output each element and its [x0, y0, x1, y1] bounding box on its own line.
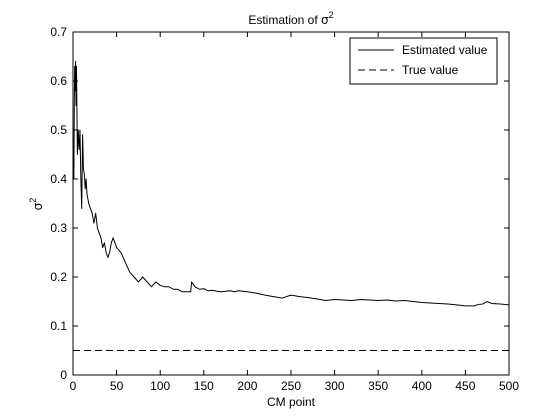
x-tick-label: 100 — [150, 379, 170, 393]
plot-frame — [72, 31, 510, 376]
y-tick-label: 0 — [60, 368, 67, 382]
plot-area — [73, 32, 509, 375]
y-tick-label: 0.2 — [50, 270, 67, 284]
ticks-layer: 0 50 100 150 200 250 300 350 400 450 500 0 0.1 0.2 0.3… — [50, 25, 519, 393]
x-tick-label: 200 — [237, 379, 257, 393]
chart-title: Estimation of σ2 — [248, 10, 333, 27]
x-tick-label: 150 — [194, 379, 214, 393]
x-tick-label: 500 — [499, 379, 519, 393]
legend-label-true: True value — [402, 63, 459, 77]
x-tick-label: 350 — [368, 379, 388, 393]
y-tick-label: 0.5 — [50, 123, 67, 137]
legend: Estimated value True value — [349, 37, 498, 85]
y-tick-label: 0.1 — [50, 319, 67, 333]
y-tick-label: 0.6 — [50, 74, 67, 88]
x-tick-label: 0 — [70, 379, 77, 393]
x-tick-label: 300 — [325, 379, 345, 393]
x-tick-label: 450 — [455, 379, 475, 393]
series-line-estimated-value — [73, 60, 510, 307]
y-tick-label: 0.7 — [50, 25, 67, 39]
x-tick-label: 250 — [281, 379, 301, 393]
x-tick-label: 400 — [412, 379, 432, 393]
chart-title-prefix: Estimation of — [248, 13, 321, 27]
legend-label-estimated: Estimated value — [402, 43, 488, 57]
y-axis-label-exponent: 2 — [28, 198, 38, 203]
chart-title-sigma: σ — [321, 13, 329, 27]
x-axis-label: CM point — [267, 395, 316, 409]
y-axis-label: σ2 — [28, 198, 45, 211]
y-tick-label: 0.3 — [50, 221, 67, 235]
y-axis-label-sigma: σ — [31, 202, 45, 210]
x-tick-label: 50 — [110, 379, 124, 393]
y-tick-label: 0.4 — [50, 172, 67, 186]
legend-box — [349, 37, 498, 85]
series-layer — [73, 60, 510, 351]
chart-title-exponent: 2 — [329, 10, 334, 20]
